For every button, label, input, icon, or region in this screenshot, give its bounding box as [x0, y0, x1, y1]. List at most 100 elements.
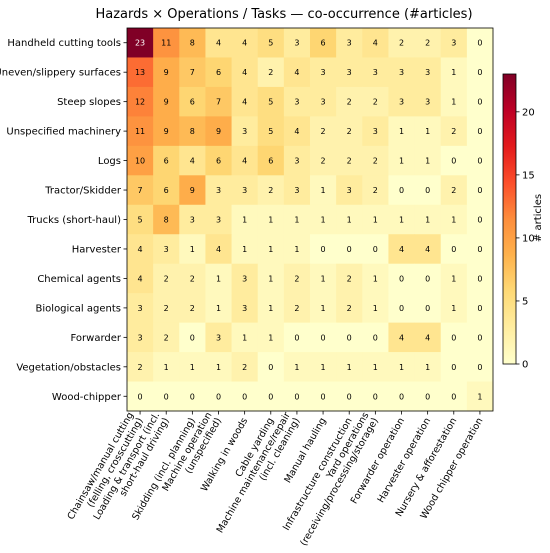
- cell-value-label: 0: [321, 333, 326, 342]
- cell-value-label: 0: [399, 186, 404, 195]
- cell-value-label: 4: [138, 274, 143, 283]
- heatmap-cell: [153, 28, 180, 58]
- cell-value-label: 1: [268, 245, 273, 254]
- cell-value-label: 1: [399, 157, 404, 166]
- cell-value-label: 1: [347, 363, 352, 372]
- cell-value-label: 2: [164, 304, 169, 313]
- column-tick-labels: Chainsaw/manual cutting(felling, crosscu…: [66, 410, 486, 548]
- heatmap-cell: [283, 204, 311, 235]
- heatmap-cell: [440, 293, 468, 324]
- heatmap-cell: [127, 204, 154, 235]
- heatmap-cell: [440, 57, 468, 88]
- cell-value-label: 6: [321, 39, 326, 48]
- cell-value-label: 3: [294, 186, 299, 195]
- heatmap-cell: [231, 28, 259, 58]
- heatmap-cell: [440, 352, 468, 382]
- cell-value-label: 1: [190, 245, 195, 254]
- cell-value-label: 2: [373, 157, 378, 166]
- cell-value-label: 0: [190, 333, 195, 342]
- cell-value-label: 1: [268, 304, 273, 313]
- heatmap-cell: [388, 204, 415, 235]
- colorbar-tick-label: 20: [522, 107, 535, 118]
- cell-value-label: 3: [294, 98, 299, 107]
- colorbar-gradient: [502, 73, 517, 365]
- cell-value-label: 4: [216, 39, 221, 48]
- heatmap-cell: [388, 322, 415, 353]
- heatmap-cell: [414, 116, 442, 147]
- cell-value-label: 0: [477, 274, 482, 283]
- heatmap-cell: [414, 145, 442, 176]
- cell-value-label: 0: [477, 39, 482, 48]
- heatmap-cell: [310, 145, 337, 176]
- cell-value-label: 4: [242, 98, 247, 107]
- heatmap-cell: [310, 381, 337, 412]
- heatmap-cell: [179, 145, 206, 176]
- cell-value-label: 2: [294, 304, 299, 313]
- heatmap-cell: [205, 322, 232, 353]
- cell-value-label: 3: [399, 68, 404, 77]
- cell-value-label: 1: [347, 216, 352, 225]
- cell-value-label: 23: [135, 39, 145, 48]
- heatmap-cell: [179, 381, 206, 412]
- heatmap-cell: [127, 293, 154, 324]
- cell-value-label: 1: [425, 216, 430, 225]
- cell-value-label: 1: [425, 157, 430, 166]
- cell-value-label: 2: [347, 98, 352, 107]
- cell-value-label: 0: [164, 392, 169, 401]
- cell-value-label: 0: [477, 304, 482, 313]
- cell-value-label: 4: [190, 157, 195, 166]
- cell-value-label: 3: [242, 274, 247, 283]
- cell-value-label: 0: [190, 392, 195, 401]
- heatmap-cell: [466, 381, 494, 412]
- heatmap-cell: [153, 145, 180, 176]
- cell-value-label: 0: [425, 304, 430, 313]
- cell-value-label: 11: [135, 127, 145, 136]
- cell-value-label: 6: [164, 186, 169, 195]
- heatmap-cell: [283, 263, 311, 294]
- heatmap-cell: [127, 381, 154, 412]
- cell-value-label: 2: [451, 127, 456, 136]
- heatmap-cell: [440, 263, 468, 294]
- cell-value-label: 0: [138, 392, 143, 401]
- heatmap-cell: [310, 234, 337, 265]
- heatmap-cell: [179, 234, 206, 265]
- cell-value-label: 4: [216, 245, 221, 254]
- cell-value-label: 0: [451, 392, 456, 401]
- heatmap-cell: [388, 293, 415, 324]
- cell-value-label: 2: [190, 274, 195, 283]
- heatmap-cell: [257, 116, 285, 147]
- heatmap-cell: [127, 352, 154, 382]
- heatmap-cell: [466, 293, 494, 324]
- cell-value-label: 5: [138, 216, 143, 225]
- row-label: Trucks (short-haul): [27, 215, 122, 226]
- heatmap-cell: [310, 175, 337, 206]
- heatmap-cell: [336, 57, 363, 88]
- heatmap-cell: [127, 322, 154, 353]
- cell-value-label: 5: [268, 127, 273, 136]
- cell-value-label: 5: [268, 39, 273, 48]
- heatmap-cell: [362, 263, 389, 294]
- heatmap-cell: [153, 57, 180, 88]
- heatmap-cell: [205, 175, 232, 206]
- cell-value-label: 1: [294, 363, 299, 372]
- heatmap-cells: [126, 27, 494, 412]
- cell-value-label: 2: [294, 274, 299, 283]
- cell-value-label: 0: [477, 157, 482, 166]
- cell-value-label: 1: [321, 216, 326, 225]
- cell-value-label: 3: [242, 127, 247, 136]
- heatmap-cell: [179, 322, 206, 353]
- heatmap-cell: [257, 263, 285, 294]
- cell-value-label: 3: [138, 333, 143, 342]
- row-label: Forwarder: [71, 333, 122, 344]
- cell-value-label: 2: [164, 274, 169, 283]
- heatmap-cell: [362, 293, 389, 324]
- cell-value-label: 2: [321, 127, 326, 136]
- cell-value-label: 2: [399, 39, 404, 48]
- row-label: Uneven/slippery surfaces: [0, 68, 121, 79]
- heatmap-cell: [127, 116, 154, 147]
- cell-value-label: 0: [347, 245, 352, 254]
- cell-value-label: 0: [321, 245, 326, 254]
- heatmap-cell: [283, 234, 311, 265]
- heatmap-cell: [388, 57, 415, 88]
- heatmap-cell: [362, 57, 389, 88]
